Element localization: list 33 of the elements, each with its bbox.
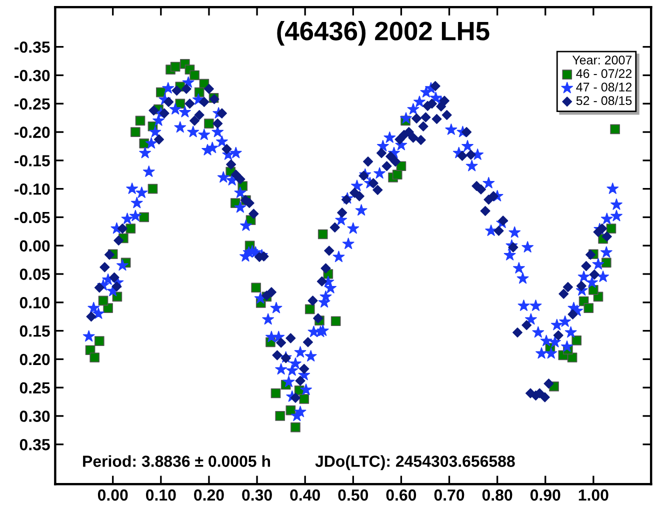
legend-label: 52 - 08/15: [576, 96, 632, 106]
x-tick-label: 0.60: [386, 489, 416, 501]
y-tick-label: -0.10: [14, 183, 50, 195]
y-tick-label: -0.05: [14, 212, 50, 224]
legend-label: 46 - 07/22: [576, 68, 632, 78]
y-tick-label: -0.25: [14, 98, 50, 110]
x-tick-label: 0.70: [434, 489, 464, 501]
y-tick-label: 0.30: [20, 410, 50, 422]
annotation: Period: 3.8836 ± 0.0005 h: [83, 455, 270, 467]
y-tick-label: 0.25: [20, 382, 50, 394]
x-tick-label: 0.80: [482, 489, 512, 501]
y-tick-label: -0.20: [14, 126, 50, 138]
chart-title: (46436) 2002 LH5: [277, 21, 490, 46]
y-tick-label: -0.35: [14, 41, 50, 53]
y-tick-label: -0.30: [14, 70, 50, 82]
x-tick-label: 1.00: [578, 489, 608, 501]
y-tick-label: -0.15: [14, 155, 50, 166]
y-tick-label: 0.20: [20, 354, 50, 366]
legend-title: Year: 2007: [572, 56, 632, 64]
x-tick-label: 0.20: [194, 489, 224, 501]
x-tick-label: 0.50: [338, 489, 368, 501]
y-tick-label: 0.00: [20, 240, 50, 252]
y-tick-label: 0.05: [20, 268, 50, 280]
x-tick-label: 0.00: [98, 489, 128, 501]
x-tick-label: 0.40: [290, 489, 320, 501]
x-tick-label: 0.10: [146, 489, 176, 501]
y-tick-label: 0.10: [20, 297, 50, 308]
annotation: JDo(LTC): 2454303.656588: [315, 455, 515, 470]
y-tick-label: 0.15: [20, 325, 50, 337]
y-tick-label: 0.35: [20, 439, 50, 450]
x-tick-label: 0.90: [530, 489, 560, 501]
legend-label: 47 - 08/12: [576, 82, 632, 92]
x-tick-label: 0.30: [242, 489, 272, 501]
